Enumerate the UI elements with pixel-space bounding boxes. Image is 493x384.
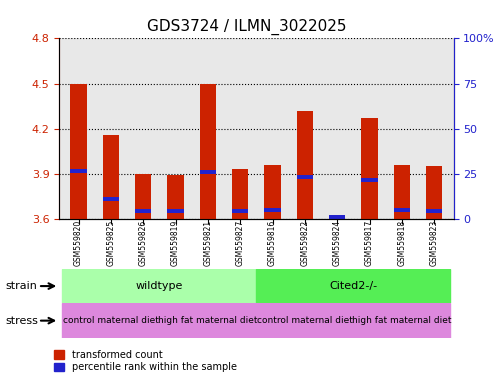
Legend: transformed count, percentile rank within the sample: transformed count, percentile rank withi… bbox=[54, 349, 237, 372]
Text: GSM559817: GSM559817 bbox=[365, 220, 374, 266]
Bar bbox=[256, 269, 450, 303]
Bar bbox=[63, 269, 256, 303]
Text: GSM559827: GSM559827 bbox=[236, 220, 245, 266]
Text: GSM559822: GSM559822 bbox=[300, 220, 309, 266]
Text: strain: strain bbox=[5, 281, 37, 291]
Text: GSM559816: GSM559816 bbox=[268, 220, 277, 266]
Text: GSM559825: GSM559825 bbox=[106, 220, 115, 266]
Bar bbox=[297, 111, 313, 219]
Bar bbox=[426, 166, 442, 219]
Text: GSM559824: GSM559824 bbox=[333, 220, 342, 266]
Bar bbox=[297, 175, 313, 179]
Bar bbox=[329, 216, 345, 219]
Bar bbox=[135, 174, 151, 219]
Bar bbox=[232, 169, 248, 219]
Bar bbox=[426, 210, 442, 213]
Bar bbox=[103, 135, 119, 219]
Text: GSM559826: GSM559826 bbox=[139, 220, 148, 266]
Bar bbox=[200, 170, 216, 174]
Bar bbox=[394, 165, 410, 219]
Text: stress: stress bbox=[5, 316, 38, 326]
Text: wildtype: wildtype bbox=[136, 281, 183, 291]
Text: GDS3724 / ILMN_3022025: GDS3724 / ILMN_3022025 bbox=[147, 19, 346, 35]
Text: control maternal diet: control maternal diet bbox=[63, 316, 159, 325]
Bar bbox=[361, 118, 378, 219]
Bar bbox=[256, 303, 353, 338]
Bar bbox=[168, 175, 183, 219]
Bar bbox=[361, 178, 378, 182]
Text: GSM559821: GSM559821 bbox=[204, 220, 212, 266]
Bar bbox=[353, 303, 450, 338]
Bar bbox=[135, 210, 151, 213]
Bar bbox=[264, 208, 281, 212]
Bar bbox=[103, 197, 119, 201]
Text: GSM559820: GSM559820 bbox=[74, 220, 83, 266]
Bar bbox=[63, 303, 159, 338]
Bar bbox=[168, 210, 183, 213]
Bar bbox=[232, 210, 248, 213]
Bar bbox=[70, 83, 87, 219]
Text: high fat maternal diet: high fat maternal diet bbox=[352, 316, 452, 325]
Bar bbox=[394, 208, 410, 212]
Text: GSM559823: GSM559823 bbox=[430, 220, 439, 266]
Bar bbox=[264, 165, 281, 219]
Bar bbox=[200, 83, 216, 219]
Bar bbox=[329, 215, 345, 219]
Text: Cited2-/-: Cited2-/- bbox=[329, 281, 378, 291]
Text: GSM559818: GSM559818 bbox=[397, 220, 406, 266]
Text: control maternal diet: control maternal diet bbox=[257, 316, 353, 325]
Bar bbox=[159, 303, 256, 338]
Text: GSM559819: GSM559819 bbox=[171, 220, 180, 266]
Bar bbox=[70, 169, 87, 173]
Text: high fat maternal diet: high fat maternal diet bbox=[158, 316, 258, 325]
